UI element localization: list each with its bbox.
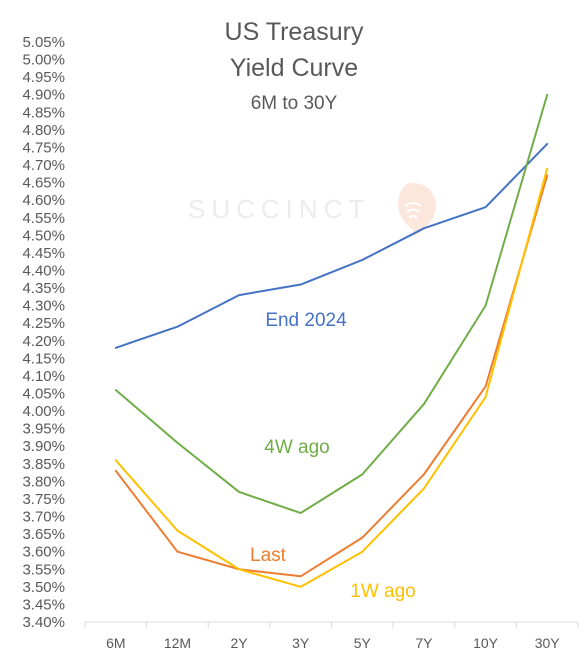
x-tick-label: 2Y [231, 635, 249, 651]
y-tick-label: 4.95% [22, 69, 65, 86]
y-tick-label: 4.85% [22, 104, 65, 121]
y-tick-label: 3.65% [22, 526, 65, 543]
watermark-logo-icon [398, 183, 436, 236]
x-tick-label: 7Y [415, 635, 433, 651]
y-tick-label: 3.90% [22, 438, 65, 455]
x-tick-label: 6M [106, 635, 125, 651]
chart-subtitle: 6M to 30Y [251, 93, 338, 114]
series-line-1w-ago [114, 167, 549, 588]
y-tick-label: 3.95% [22, 421, 65, 438]
y-tick-label: 4.30% [22, 298, 65, 315]
y-tick-label: 3.75% [22, 491, 65, 508]
y-tick-label: 3.55% [22, 561, 65, 578]
x-tick-label: 3Y [292, 635, 310, 651]
y-tick-label: 3.70% [22, 509, 65, 526]
y-tick-label: 4.35% [22, 280, 65, 297]
y-tick-label: 5.00% [22, 52, 65, 69]
x-tick-label: 12M [164, 635, 191, 651]
y-tick-label: 4.25% [22, 315, 65, 332]
series-line-last [114, 174, 549, 578]
series-labels: End 2024 4W ago Last 1W ago [250, 310, 416, 602]
x-tick-label: 5Y [354, 635, 372, 651]
watermark-text: SUCCINCT [188, 194, 370, 224]
y-tick-label: 5.05% [22, 34, 65, 51]
x-tick-label: 10Y [473, 635, 499, 651]
series-label-4w-ago: 4W ago [264, 437, 329, 458]
series-label-last: Last [250, 545, 287, 566]
y-tick-label: 3.60% [22, 544, 65, 561]
y-tick-label: 4.80% [22, 122, 65, 139]
y-tick-label: 4.70% [22, 157, 65, 174]
y-tick-label: 4.45% [22, 245, 65, 262]
y-tick-label: 4.50% [22, 227, 65, 244]
x-tick-label: 30Y [535, 635, 561, 651]
watermark: SUCCINCT [188, 183, 436, 236]
y-tick-label: 4.05% [22, 386, 65, 403]
y-tick-label: 4.65% [22, 175, 65, 192]
y-tick-label: 3.40% [22, 614, 65, 631]
title-line-1: US Treasury [225, 18, 364, 46]
chart-title: US Treasury Yield Curve 6M to 30Y [225, 18, 364, 114]
series-lines [114, 93, 549, 588]
y-tick-label: 4.75% [22, 139, 65, 156]
series-label-end-2024: End 2024 [265, 310, 347, 331]
y-tick-label: 3.80% [22, 473, 65, 490]
y-tick-label: 4.60% [22, 192, 65, 209]
y-tick-label: 4.55% [22, 210, 65, 227]
y-tick-label: 3.85% [22, 456, 65, 473]
y-tick-label: 4.90% [22, 87, 65, 104]
y-tick-label: 3.45% [22, 596, 65, 613]
y-tick-label: 4.15% [22, 350, 65, 367]
y-tick-label: 4.10% [22, 368, 65, 385]
series-line-end-2024 [114, 142, 549, 349]
y-tick-label: 4.00% [22, 403, 65, 420]
x-axis: 6M 12M 2Y 3Y 5Y 7Y 10Y 30Y [84, 621, 579, 651]
series-line-4w-ago [114, 93, 549, 515]
y-axis: 5.05%5.00%4.95%4.90%4.85%4.80%4.75%4.70%… [22, 34, 65, 631]
title-line-2: Yield Curve [230, 54, 358, 82]
y-tick-label: 4.40% [22, 262, 65, 279]
y-tick-label: 3.50% [22, 579, 65, 596]
y-tick-label: 4.20% [22, 333, 65, 350]
series-label-1w-ago: 1W ago [350, 581, 415, 602]
